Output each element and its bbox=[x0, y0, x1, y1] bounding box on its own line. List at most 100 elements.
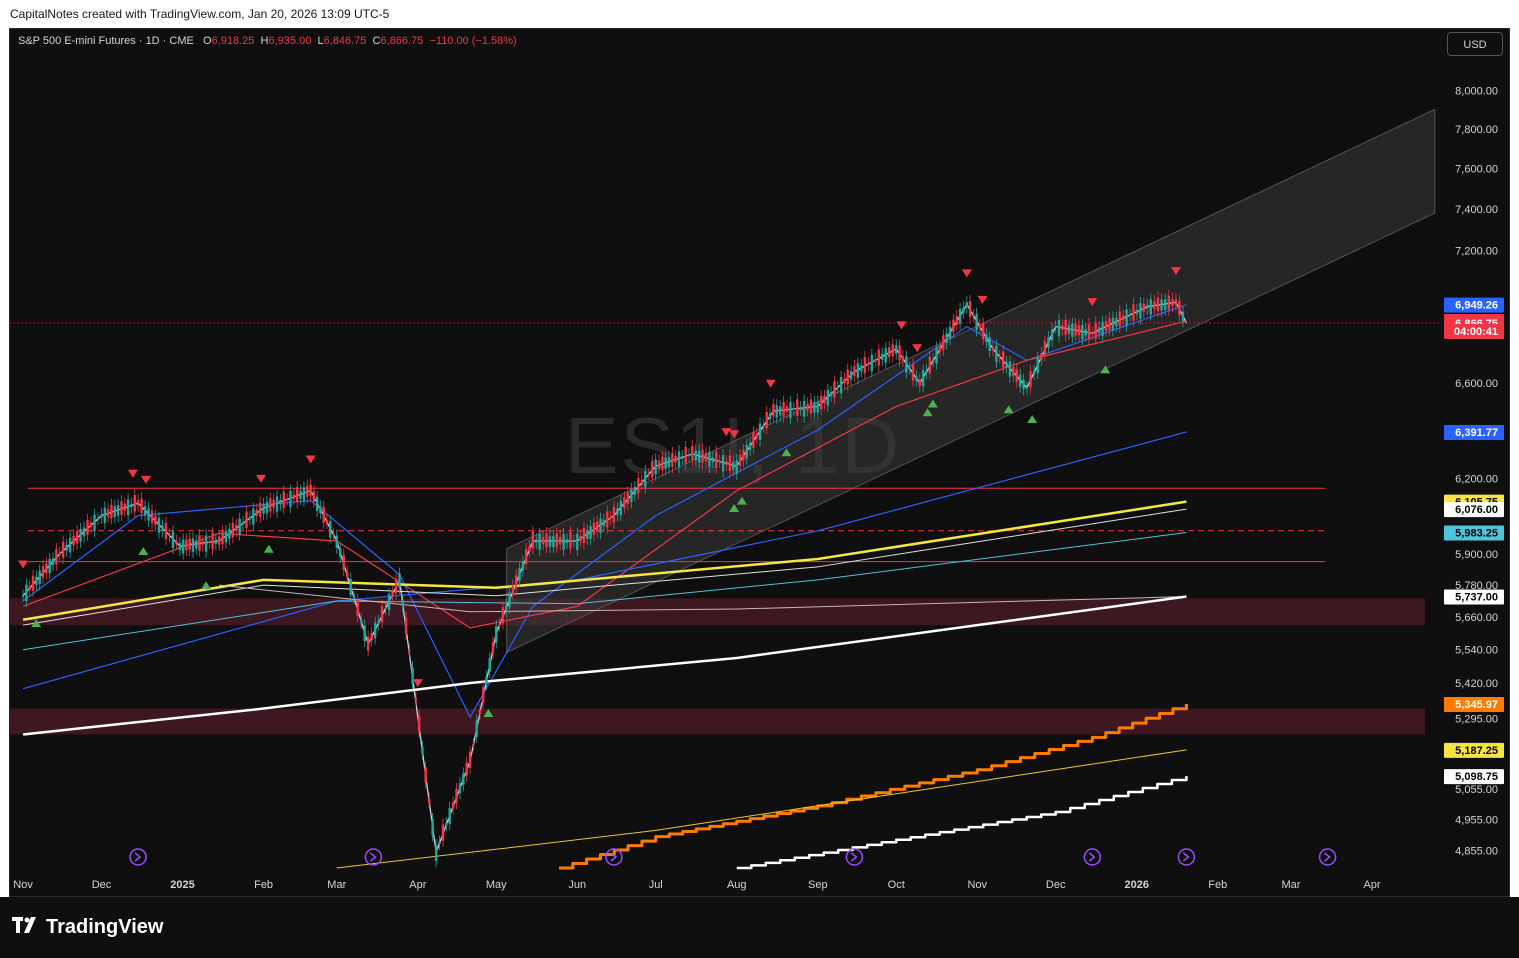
candle-body bbox=[68, 537, 72, 553]
candle-body bbox=[738, 454, 742, 466]
candle-body bbox=[178, 543, 182, 550]
candle-body bbox=[65, 544, 68, 551]
candle-body bbox=[647, 474, 650, 476]
tradingview-logo[interactable]: TradingView bbox=[12, 916, 163, 939]
legend-open-label: O bbox=[203, 35, 212, 47]
currency-button[interactable]: USD bbox=[1447, 32, 1503, 56]
tradingview-logo-icon bbox=[12, 917, 40, 938]
candle-body bbox=[295, 487, 299, 503]
candle-body bbox=[867, 362, 870, 365]
candle-body bbox=[623, 497, 626, 508]
candle-body bbox=[978, 324, 982, 329]
candle-body bbox=[1111, 317, 1115, 331]
candle-body bbox=[106, 509, 110, 517]
candle-body bbox=[856, 363, 860, 378]
x-tick-label: Apr bbox=[1363, 879, 1380, 891]
candle-body bbox=[1022, 379, 1025, 390]
sell-signal-marker bbox=[1087, 298, 1098, 307]
candle-body bbox=[782, 401, 785, 417]
candle-body bbox=[684, 447, 687, 464]
candle-body bbox=[468, 751, 472, 769]
candle-body bbox=[370, 632, 373, 641]
candle-body bbox=[998, 356, 1001, 358]
x-tick-label: Feb bbox=[1208, 879, 1227, 891]
candle-body bbox=[968, 301, 972, 318]
price-label: 5,345.97 bbox=[1455, 699, 1498, 711]
series-line-white-ma bbox=[22, 508, 1187, 626]
candle-body bbox=[195, 540, 198, 549]
y-tick-label: 5,295.00 bbox=[1455, 714, 1498, 726]
candle-body bbox=[921, 370, 925, 387]
candle-body bbox=[582, 528, 586, 544]
candle-body bbox=[140, 498, 143, 514]
y-tick-label: 8,000.00 bbox=[1455, 85, 1498, 97]
x-tick-label: Jun bbox=[568, 879, 586, 891]
candle-body bbox=[538, 534, 541, 550]
candle-body bbox=[441, 824, 445, 841]
candle-body bbox=[1054, 326, 1057, 328]
candle-body bbox=[384, 607, 387, 609]
candle-body bbox=[208, 542, 211, 544]
candle-body bbox=[586, 530, 589, 539]
candle-body bbox=[935, 347, 938, 364]
x-tick-label: Mar bbox=[327, 879, 346, 891]
series-line-thin-yellow bbox=[336, 749, 1187, 869]
candle-body bbox=[1036, 357, 1039, 374]
candle-body bbox=[742, 450, 745, 461]
candle-body bbox=[806, 403, 809, 411]
candle-body bbox=[279, 499, 282, 505]
candle-body bbox=[1167, 295, 1170, 310]
buy-signal-marker bbox=[31, 619, 42, 628]
candle-body bbox=[745, 444, 748, 459]
y-tick-label: 6,600.00 bbox=[1455, 378, 1498, 390]
candle-body bbox=[217, 536, 221, 545]
candle-body bbox=[55, 548, 58, 565]
x-tick-label: Jul bbox=[649, 879, 663, 891]
candle-body bbox=[398, 573, 401, 588]
candle-body bbox=[877, 349, 881, 366]
legend-change: −110.00 (−1.58%) bbox=[429, 35, 517, 47]
candle-body bbox=[836, 387, 839, 389]
candle-body bbox=[1153, 301, 1156, 310]
candle-body bbox=[214, 539, 218, 545]
candle-body bbox=[424, 767, 427, 783]
candle-body bbox=[86, 519, 89, 535]
legend-symbol[interactable]: S&P 500 E-mini Futures · 1D · CME bbox=[18, 35, 194, 47]
candle-body bbox=[417, 715, 421, 732]
candle-body bbox=[481, 687, 485, 703]
event-icon-chevron bbox=[1324, 852, 1331, 862]
candle-body bbox=[458, 783, 462, 794]
sell-signal-marker bbox=[765, 379, 776, 388]
x-tick-label: Aug bbox=[727, 879, 747, 891]
price-label-bg bbox=[1444, 525, 1504, 541]
candle-body bbox=[120, 501, 123, 515]
candle-body bbox=[612, 506, 616, 523]
candle-body bbox=[633, 487, 637, 496]
candle-body bbox=[1029, 370, 1032, 388]
candle-body bbox=[728, 455, 732, 472]
candle-body bbox=[462, 773, 465, 786]
candle-body bbox=[955, 316, 958, 325]
candle-body bbox=[282, 491, 285, 508]
ohlc-legend: S&P 500 E-mini Futures · 1D · CME O6,918… bbox=[18, 35, 517, 47]
candle-body bbox=[1115, 317, 1118, 327]
candle-body bbox=[113, 506, 117, 518]
candle-body bbox=[518, 568, 521, 581]
header-bar: CapitalNotes created with TradingView.co… bbox=[0, 0, 1519, 28]
candle-body bbox=[626, 492, 630, 505]
candle-body bbox=[911, 364, 915, 381]
candle-body bbox=[1040, 353, 1043, 360]
buy-signal-marker bbox=[1003, 405, 1014, 414]
candle-body bbox=[562, 534, 565, 550]
buy-signal-marker bbox=[263, 544, 274, 553]
candle-body bbox=[79, 528, 82, 542]
candle-body bbox=[843, 378, 846, 384]
candle-body bbox=[965, 302, 969, 308]
candle-body bbox=[363, 625, 366, 642]
candle-body bbox=[748, 442, 752, 450]
buy-signal-marker bbox=[729, 503, 740, 512]
candle-body bbox=[816, 401, 820, 413]
candle-body bbox=[168, 534, 171, 536]
candle-body bbox=[839, 377, 843, 394]
